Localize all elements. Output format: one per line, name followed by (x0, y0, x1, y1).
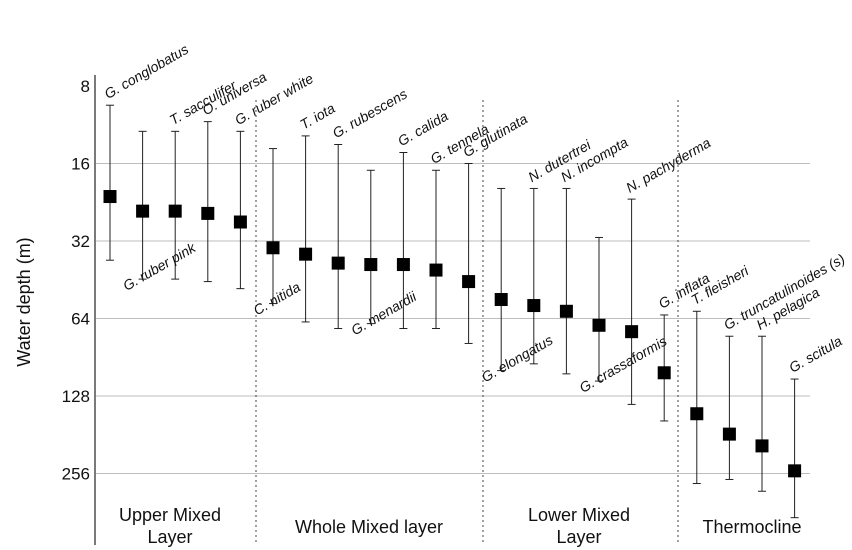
zone-labels: Upper Mixed Layer Whole Mixed layer Lower M… (119, 505, 802, 547)
species-label: N. pachyderma (623, 134, 713, 195)
y-axis-label: Water depth (m) (14, 237, 34, 366)
y-tick-label: 64 (71, 310, 90, 329)
data-point (462, 275, 476, 289)
y-tick-label: 32 (71, 232, 90, 251)
data-point (559, 304, 573, 318)
zone-label: Lower Mixed Layer (528, 505, 630, 547)
data-point (396, 258, 410, 272)
species-label: C. nitida (251, 279, 304, 319)
data-point (201, 206, 215, 220)
zone-dividers (255, 100, 679, 545)
zone-label: Upper Mixed Layer (119, 505, 221, 547)
species-label: G. scitula (786, 333, 845, 376)
y-tick-label: 256 (62, 465, 90, 484)
data-point (364, 258, 378, 272)
y-tick-label: 128 (62, 387, 90, 406)
data-point (299, 247, 313, 261)
species-label: G. conglobatus (102, 41, 192, 102)
data-point (233, 215, 247, 229)
data-point (755, 439, 769, 453)
data-point (657, 366, 671, 380)
data-point (429, 263, 443, 277)
y-tick-label: 8 (81, 77, 90, 96)
species-label: G. menardii (348, 288, 419, 338)
data-point (103, 190, 117, 204)
error-bars (106, 104, 799, 519)
species-label: G. crassaformis (577, 333, 670, 396)
data-point (331, 256, 345, 270)
data-points (103, 190, 802, 478)
data-point (168, 204, 182, 218)
species-label: G. truncatulinoides (s) (721, 250, 848, 332)
zone-label: Thermocline (702, 517, 801, 537)
species-label: G. ruber pink (120, 239, 199, 294)
data-point (788, 464, 802, 478)
y-tick-label: 16 (71, 155, 90, 174)
species-label: G. calida (395, 108, 451, 150)
grid-lines (96, 163, 810, 474)
data-point (592, 318, 606, 332)
data-point (690, 407, 704, 421)
data-point (527, 299, 541, 313)
zone-label: Whole Mixed layer (295, 517, 443, 537)
species-label: G. elongatus (479, 332, 556, 386)
data-point (625, 325, 639, 339)
y-tick-labels: 8 16 32 64 128 256 (62, 77, 90, 484)
data-point (494, 293, 508, 307)
data-point (722, 427, 736, 441)
data-point (266, 241, 280, 255)
data-point (136, 204, 150, 218)
